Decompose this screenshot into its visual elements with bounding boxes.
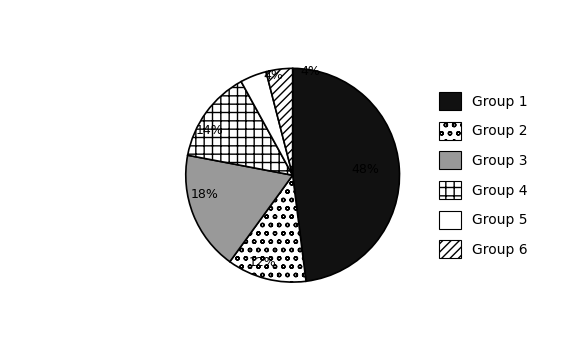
Wedge shape bbox=[186, 155, 293, 262]
Wedge shape bbox=[188, 82, 293, 175]
Text: 18%: 18% bbox=[191, 188, 219, 201]
Wedge shape bbox=[266, 68, 293, 175]
Text: 14%: 14% bbox=[195, 124, 223, 137]
Wedge shape bbox=[241, 72, 293, 175]
Text: 4%: 4% bbox=[263, 69, 283, 82]
Text: 12%: 12% bbox=[249, 256, 276, 269]
Text: 48%: 48% bbox=[351, 163, 379, 176]
Text: 4%: 4% bbox=[301, 65, 321, 78]
Wedge shape bbox=[230, 175, 306, 282]
Wedge shape bbox=[292, 68, 400, 281]
Legend: Group 1, Group 2, Group 3, Group 4, Group 5, Group 6: Group 1, Group 2, Group 3, Group 4, Grou… bbox=[433, 87, 533, 264]
